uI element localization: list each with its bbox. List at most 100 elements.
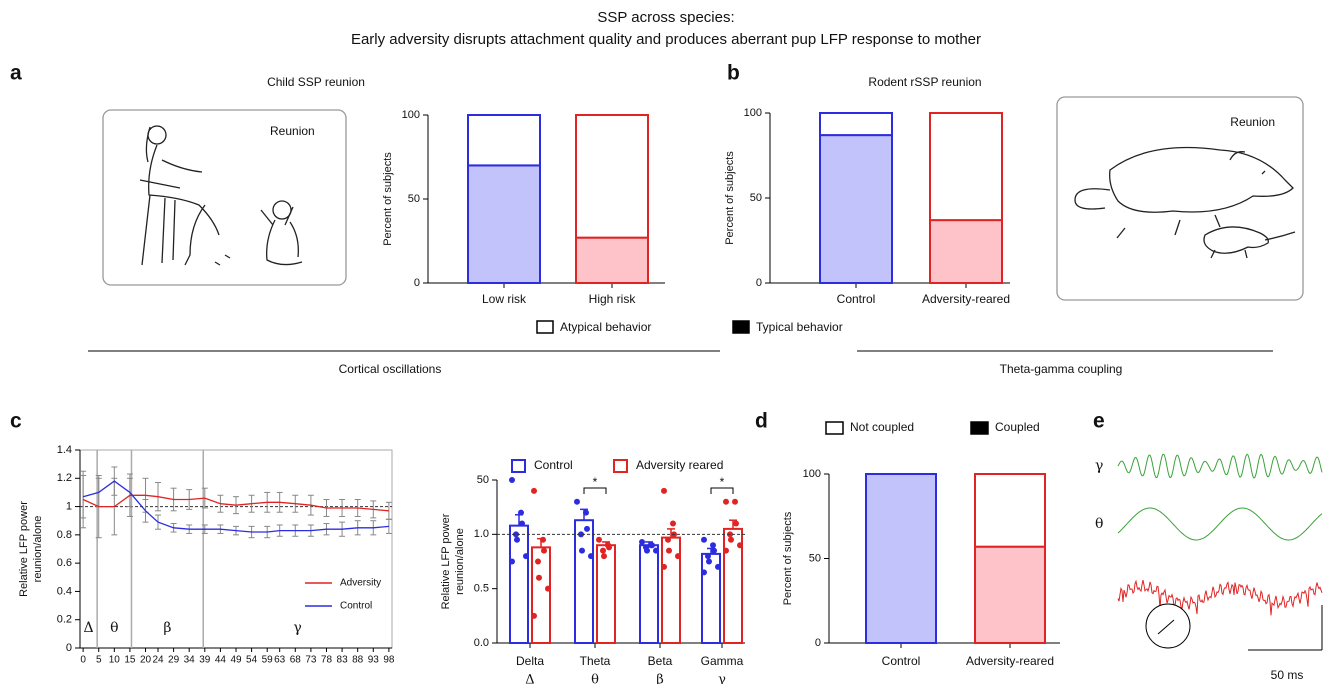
illustration-label: Reunion: [270, 124, 315, 138]
trace: [1117, 453, 1323, 479]
x-tick-label: 83: [337, 655, 349, 666]
bar-segment: [929, 219, 1003, 285]
data-point: [715, 563, 721, 570]
bar-segment: [865, 473, 937, 644]
bar-segment: [575, 236, 649, 284]
data-point: [711, 547, 717, 554]
y-tick-label: 0.0: [474, 637, 489, 649]
data-point: [535, 558, 541, 565]
data-point: [514, 536, 520, 543]
significance-label: *: [593, 475, 598, 489]
legend-swatch: [511, 459, 526, 473]
bar: [531, 546, 551, 645]
data-point: [666, 547, 672, 554]
legend: Atypical behavior Typical behavior: [536, 320, 843, 334]
x-tick-sublabel: Δ: [525, 673, 534, 684]
data-point: [665, 536, 671, 543]
x-tick-label: 20: [140, 655, 152, 666]
series-line: [82, 480, 389, 533]
y-axis-label: Percent of subjects: [782, 511, 794, 605]
legend-label: Atypical behavior: [560, 320, 651, 334]
legend-label: Coupled: [995, 420, 1040, 434]
data-point: [732, 498, 738, 505]
y-tick-label: 0: [414, 277, 420, 289]
bar-segment: [467, 164, 541, 284]
x-tick-label: 54: [246, 655, 258, 666]
bar-segment: [819, 134, 893, 284]
illustration-label: Reunion: [1230, 115, 1275, 129]
chart-title: Rodent rSSP reunion: [868, 75, 981, 89]
data-point: [737, 542, 743, 549]
data-point: [606, 544, 612, 551]
y-axis-label: Percent of subjects: [724, 151, 736, 245]
trace: [1117, 507, 1323, 541]
data-point: [541, 547, 547, 554]
y-axis-label: Percent of subjects: [382, 152, 394, 246]
illustration-child: [102, 109, 347, 286]
y-tick-label: 1.0: [474, 528, 489, 540]
x-tick-label: 93: [368, 655, 380, 666]
significance-label: *: [720, 475, 725, 489]
bar-segment: [467, 114, 541, 167]
data-point: [596, 536, 602, 543]
x-tick-label: Adversity-reared: [922, 292, 1010, 306]
bar: [509, 524, 529, 645]
legend-swatch: [536, 320, 554, 334]
data-point: [509, 477, 515, 483]
y-axis-label: reunion/alone: [454, 528, 466, 595]
x-tick-label: 24: [152, 655, 164, 666]
significance-bracket: [583, 487, 607, 494]
chart: 0 0.2 0.4 0.6 0.8 1 1.2 1.4 Relative LFP power re…: [18, 444, 395, 666]
data-point: [644, 547, 650, 554]
data-point: [706, 558, 712, 565]
chart: Child SSP reunion 0 50 100 Percent of subjec…: [267, 75, 665, 306]
x-tick-label: 15: [124, 655, 136, 666]
legend-label: Adversity: [340, 578, 381, 589]
x-tick-label: High risk: [589, 292, 637, 306]
data-point: [675, 553, 681, 560]
data-point: [670, 520, 676, 527]
panel-label: e: [1093, 410, 1105, 433]
legend-swatch: [732, 320, 750, 334]
y-tick-label: 50: [408, 193, 420, 205]
data-point: [733, 520, 739, 527]
data-point: [519, 520, 525, 527]
data-point: [578, 531, 584, 538]
y-axis-label: Relative LFP power: [18, 501, 30, 597]
x-tick-label: Control: [837, 292, 876, 306]
data-point: [661, 563, 667, 570]
x-tick-label: 34: [184, 655, 196, 666]
y-tick-label: 1: [66, 500, 72, 512]
data-point: [653, 547, 659, 554]
data-point: [588, 553, 594, 560]
subtitle: Early adversity disrupts attachment qual…: [351, 31, 981, 48]
x-tick-label: 73: [305, 655, 317, 666]
y-tick-label: 0: [756, 277, 762, 289]
section-title: Theta-gamma coupling: [1000, 362, 1123, 376]
data-point: [518, 509, 524, 516]
data-point: [584, 525, 590, 532]
data-point: [649, 542, 655, 549]
x-tick-label: 59: [262, 655, 274, 666]
y-tick-label: 100: [744, 107, 762, 119]
data-point: [701, 569, 707, 576]
x-tick-sublabel: γ: [718, 673, 726, 684]
data-point: [513, 531, 519, 538]
legend-label: Typical behavior: [756, 320, 843, 334]
x-tick-label: 10: [109, 655, 121, 666]
scale-bar-label: 50 ms: [1271, 668, 1304, 682]
x-tick-label: 29: [168, 655, 180, 666]
y-tick-label: 0: [66, 642, 72, 654]
trace-label: γ: [1095, 458, 1103, 474]
data-point: [600, 547, 606, 554]
data-point: [705, 553, 711, 560]
data-point: [536, 574, 542, 581]
legend-label: Control: [534, 458, 573, 472]
x-tick-label: 68: [290, 655, 302, 666]
x-tick-label: 63: [274, 655, 286, 666]
x-tick-label: 5: [96, 655, 102, 666]
data-point: [710, 542, 716, 549]
panel-label: d: [755, 410, 768, 433]
bar-segment: [575, 114, 649, 239]
